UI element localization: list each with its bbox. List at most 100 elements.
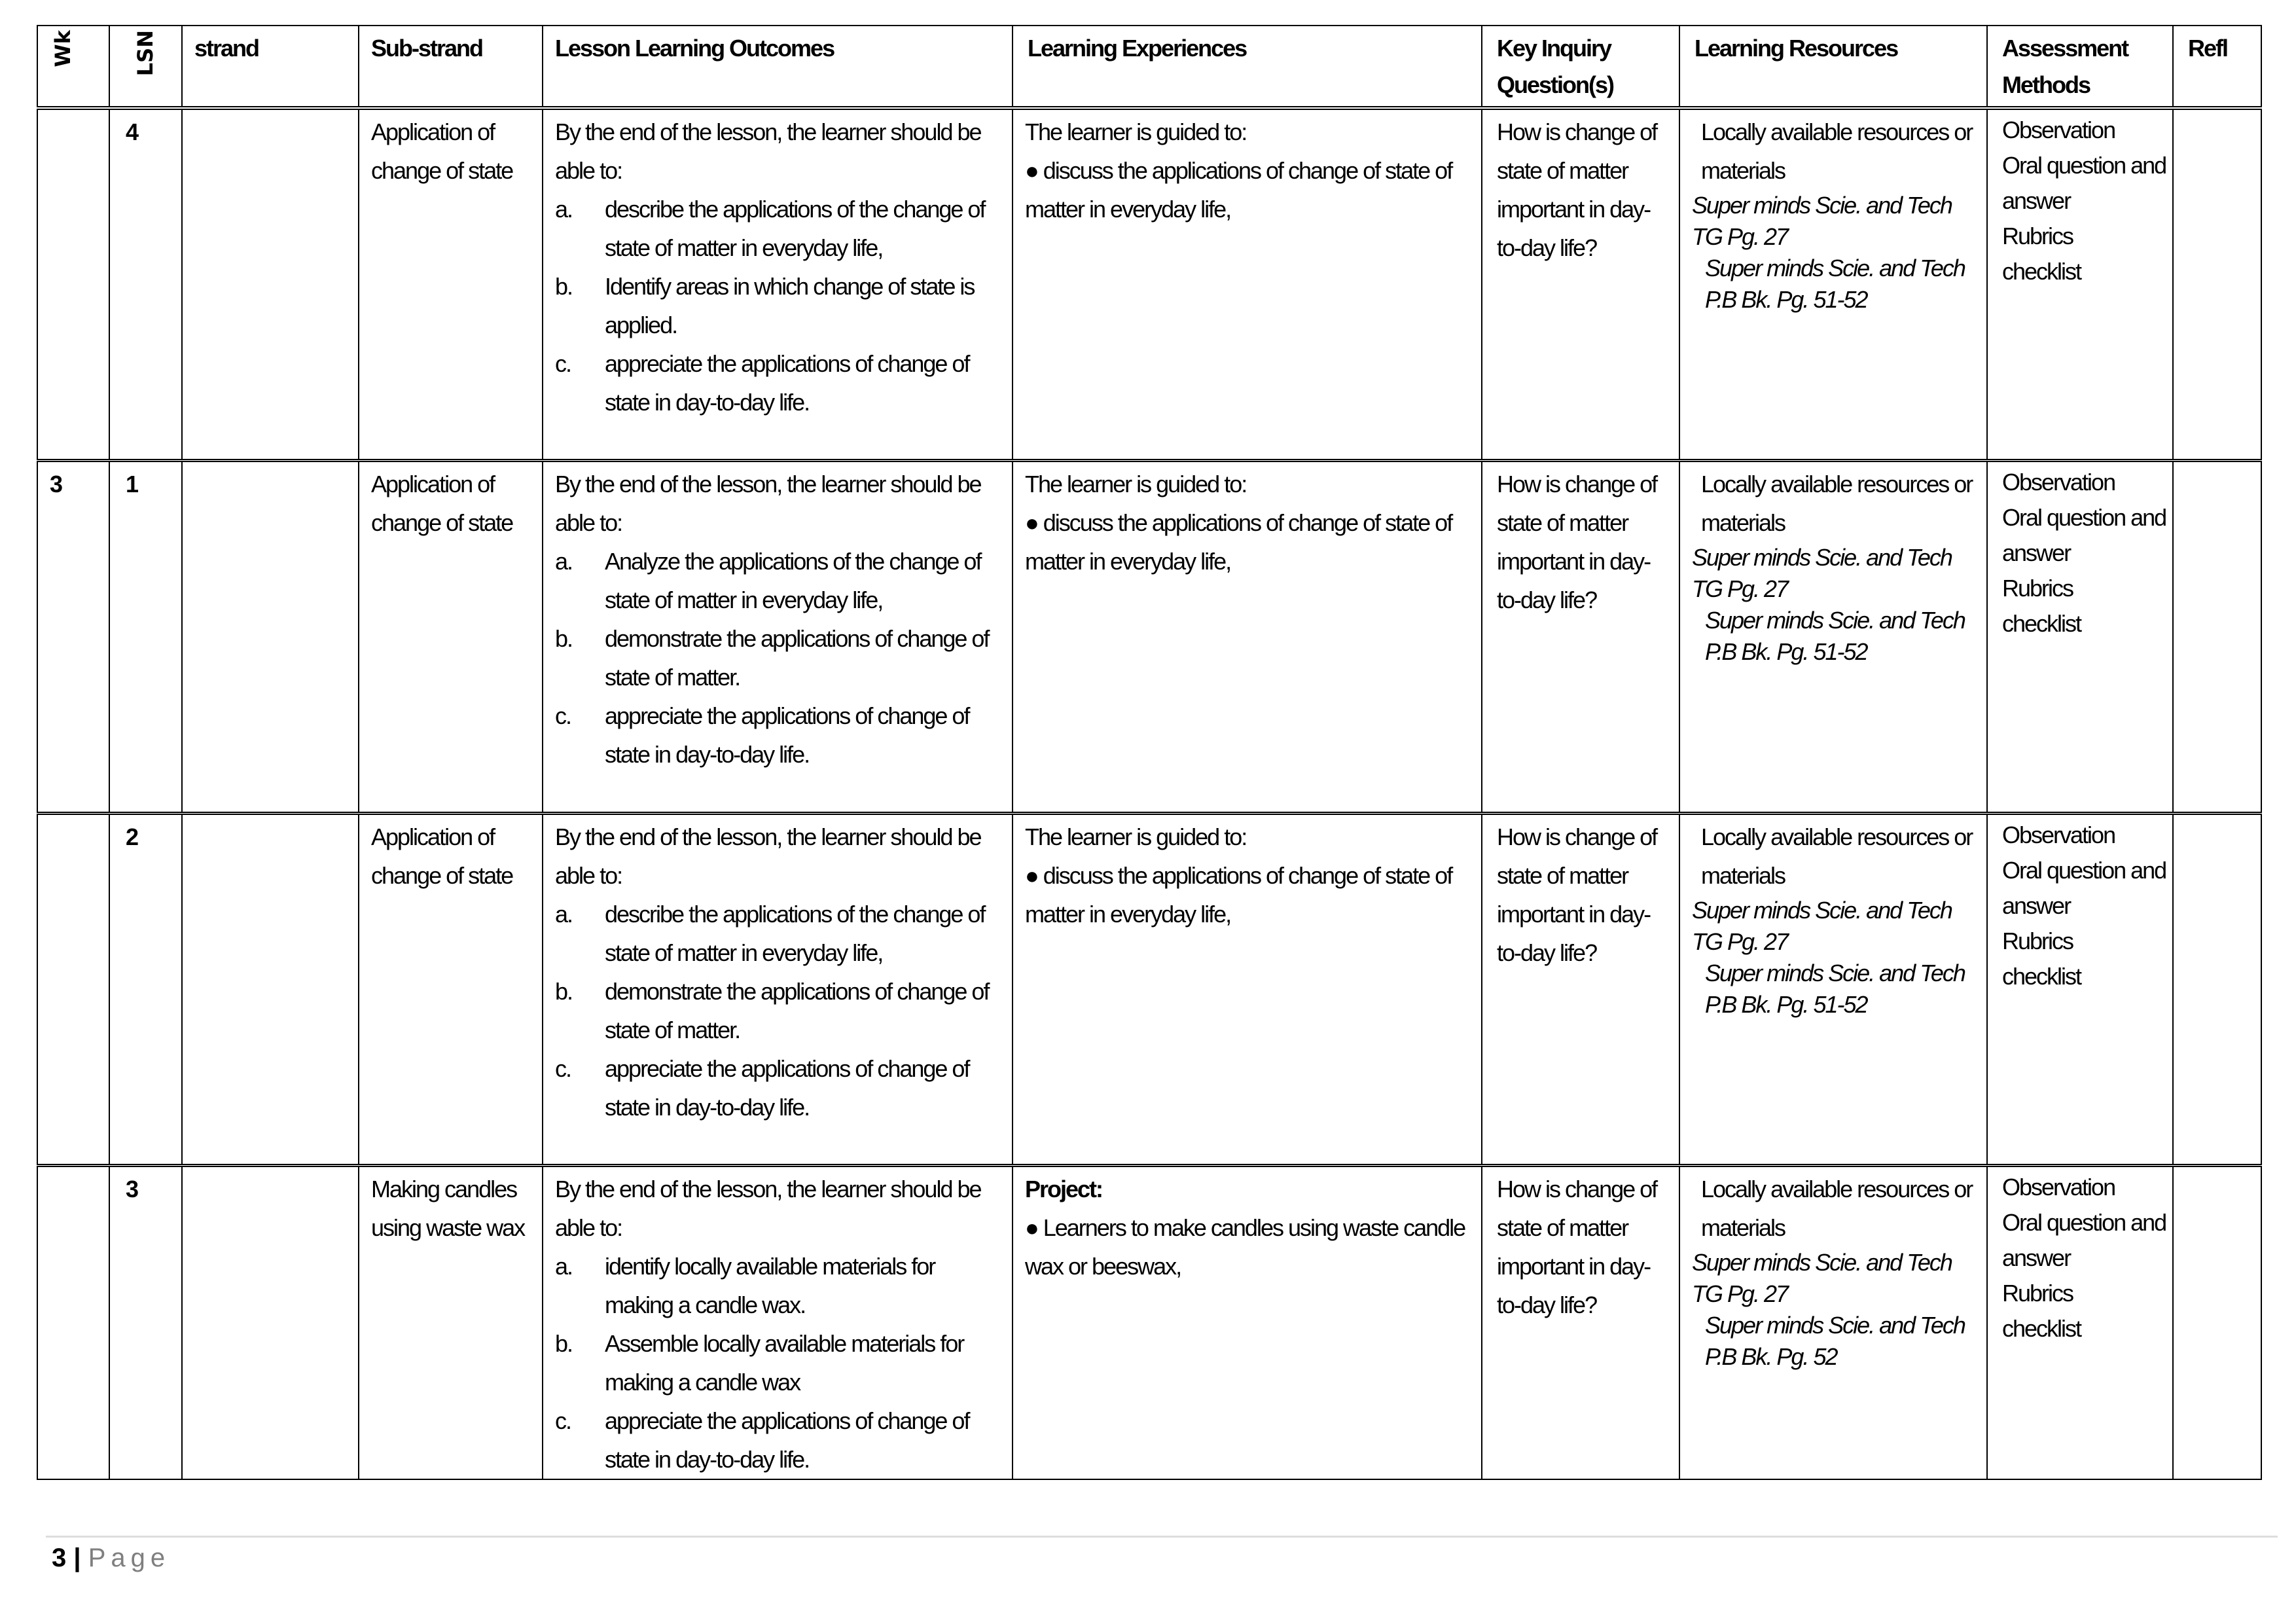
experience-item: ● discuss the applications of change of … [1025,861,1453,928]
cell-assessment: Observation Oral question and answer Rubri… [1986,812,2174,1166]
outcome-marker: a. [555,547,573,575]
resource-item: Locally available resources or materials [1701,470,1973,536]
assessment-item: Rubrics [2002,927,2074,954]
assessment-item: Oral question and answer [2002,152,2167,214]
experiences-intro: The learner is guided to: [1025,823,1247,850]
header-assessment: Assessment Methods [1986,25,2174,109]
outcome-item: b. demonstrate the applications of change… [555,972,1007,1049]
cell-lesson-number: 4 [109,107,183,461]
outcomes-intro: By the end of the lesson, the learner sh… [555,1175,982,1241]
cell-inquiry-question: How is change of state of matter importa… [1481,812,1680,1166]
header-wk: Wk [37,25,110,109]
outcome-marker: b. [555,1329,573,1357]
cell-week [37,812,110,1166]
cell-experiences: Project: ● Learners to make candles using… [1012,1164,1482,1480]
outcome-text: demonstrate the applications of change o… [605,624,990,691]
outcome-item: c. appreciate the applications of change … [555,1401,1007,1478]
outcomes-intro: By the end of the lesson, the learner sh… [555,823,982,889]
outcomes-list: a. Analyze the applications of the change… [555,542,1007,774]
header-inquiry: Key Inquiry Question(s) [1481,25,1680,109]
cell-inquiry-question: How is change of state of matter importa… [1481,1164,1680,1480]
outcome-text: describe the applications of the change … [605,900,986,966]
cell-reflection [2172,460,2262,814]
assessment-item: Oral question and answer [2002,856,2167,919]
table-body: 4 Application of change of state By the en… [37,107,2262,1480]
outcome-item: a. describe the applications of the chang… [555,895,1007,972]
cell-experiences: The learner is guided to: ● discuss the a… [1012,460,1482,814]
experiences-heading: Project: [1025,1175,1103,1202]
outcome-marker: b. [555,624,573,652]
outcome-text: appreciate the applications of change of… [605,702,970,768]
cell-assessment: Observation Oral question and answer Rubri… [1986,107,2174,461]
resource-item: Locally available resources or materials [1701,118,1973,184]
outcome-marker: b. [555,977,573,1005]
cell-substrand: Application of change of state [358,460,543,814]
outcome-item: a. Analyze the applications of the change… [555,542,1007,619]
outcome-marker: a. [555,900,573,928]
cell-strand [181,1164,359,1480]
cell-lesson-number: 3 [109,1164,183,1480]
footer-divider [46,1536,2278,1538]
assessment-item: Observation [2002,821,2116,848]
outcomes-list: a. describe the applications of the chang… [555,190,1007,422]
experiences-intro: The learner is guided to: [1025,118,1247,145]
header-experiences: Learning Experiences [1012,25,1482,109]
cell-strand [181,460,359,814]
assessment-item: Rubrics [2002,574,2074,602]
header-lsn: LSN [109,25,183,109]
outcome-item: b. demonstrate the applications of change… [555,619,1007,696]
outcome-marker: c. [555,702,572,729]
outcome-marker: b. [555,273,573,300]
cell-substrand: Making candles using waste wax [358,1164,543,1480]
experience-item: ● discuss the applications of change of … [1025,157,1453,223]
cell-reflection [2172,107,2262,461]
resource-item: Locally available resources or materials [1701,1175,1973,1241]
cell-lesson-number: 1 [109,460,183,814]
outcome-item: c. appreciate the applications of change … [555,1049,1007,1127]
cell-strand [181,107,359,461]
outcomes-intro: By the end of the lesson, the learner sh… [555,470,982,536]
cell-assessment: Observation Oral question and answer Rubri… [1986,1164,2174,1480]
cell-lesson-number: 2 [109,812,183,1166]
assessment-item: Observation [2002,117,2116,143]
header-outcomes: Lesson Learning Outcomes [542,25,1013,109]
resource-item: Super minds Scie. and Tech P.B Bk. Pg. 5… [1705,1311,1966,1370]
page-footer: 3 | Page [52,1540,170,1576]
assessment-item: checklist [2002,609,2082,637]
resource-item: Super minds Scie. and Tech TG Pg. 27 [1692,192,1953,250]
resource-item: Super minds Scie. and Tech P.B Bk. Pg. 5… [1705,606,1966,665]
assessment-item: checklist [2002,962,2082,990]
page-word: Page [88,1543,171,1572]
outcome-item: a. identify locally available materials f… [555,1247,1007,1324]
cell-assessment: Observation Oral question and answer Rubri… [1986,460,2174,814]
outcome-text: Identify areas in which change of state … [605,273,975,338]
cell-week [37,1164,110,1480]
outcome-item: b. Assemble locally available materials f… [555,1324,1007,1401]
outcome-text: describe the applications of the change … [605,196,986,261]
outcomes-list: a. describe the applications of the chang… [555,895,1007,1127]
outcome-item: c. appreciate the applications of change … [555,696,1007,774]
cell-outcomes: By the end of the lesson, the learner sh… [542,812,1013,1166]
resource-item: Super minds Scie. and Tech TG Pg. 27 [1692,543,1953,602]
outcomes-intro: By the end of the lesson, the learner sh… [555,118,982,184]
assessment-item: checklist [2002,258,2082,285]
outcomes-list: a. identify locally available materials f… [555,1247,1007,1478]
outcome-marker: c. [555,1055,572,1082]
header-substrand: Sub-strand [358,25,543,109]
cell-week: 3 [37,460,110,814]
resource-item: Super minds Scie. and Tech TG Pg. 27 [1692,1248,1953,1307]
assessment-item: Oral question and answer [2002,1208,2167,1271]
cell-resources: Locally available resources or materials… [1679,107,1988,461]
assessment-item: Rubrics [2002,223,2074,249]
table-row: 2 Application of change of state By the en… [37,812,2262,1166]
table-row: 3 1 Application of change of state By the e… [37,460,2262,814]
cell-outcomes: By the end of the lesson, the learner sh… [542,460,1013,814]
lesson-plan-table: Wk LSN strand Sub-strand Lesson Learning… [37,25,2262,1480]
outcome-text: demonstrate the applications of change o… [605,977,990,1043]
cell-resources: Locally available resources or materials… [1679,1164,1988,1480]
outcome-marker: a. [555,1252,573,1280]
outcome-text: Analyze the applications of the change o… [605,547,982,613]
cell-experiences: The learner is guided to: ● discuss the a… [1012,812,1482,1166]
table-row: 3 Making candles using waste wax By the en… [37,1164,2262,1480]
table-row: 4 Application of change of state By the en… [37,107,2262,461]
